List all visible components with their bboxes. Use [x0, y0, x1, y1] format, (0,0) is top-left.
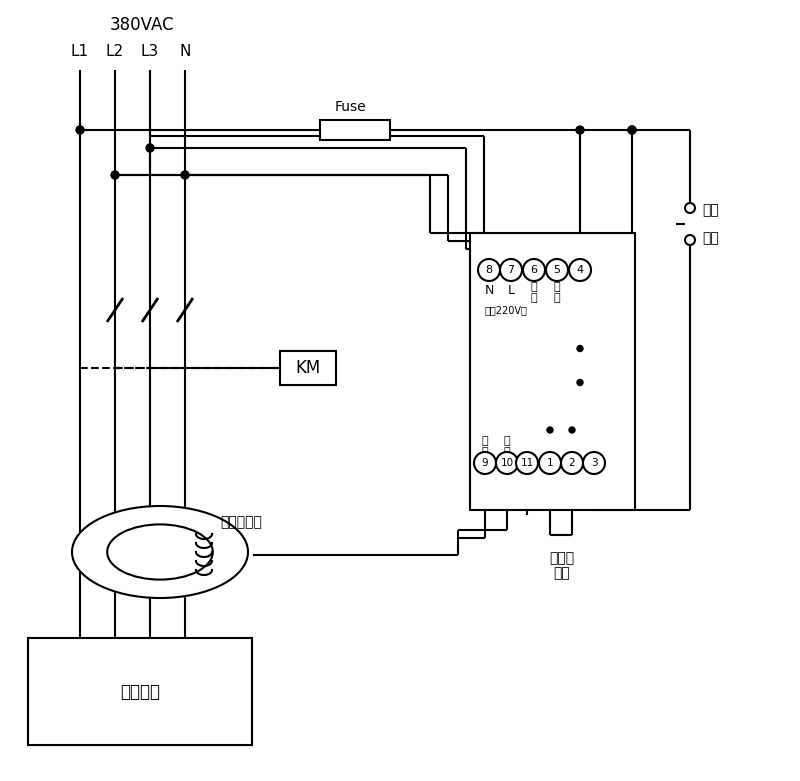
Circle shape	[685, 235, 695, 245]
Text: 試: 試	[554, 282, 560, 292]
Text: L2: L2	[106, 45, 124, 59]
Text: 零序互感器: 零序互感器	[220, 515, 262, 529]
Text: 3: 3	[590, 458, 598, 468]
Text: 8: 8	[486, 265, 493, 275]
Text: N: N	[484, 284, 494, 297]
Text: 開關: 開關	[702, 231, 718, 245]
Circle shape	[546, 259, 568, 281]
Circle shape	[628, 126, 636, 134]
Circle shape	[523, 259, 545, 281]
Ellipse shape	[107, 524, 213, 580]
Text: L3: L3	[141, 45, 159, 59]
Circle shape	[500, 259, 522, 281]
Text: 信: 信	[482, 436, 488, 446]
Text: Fuse: Fuse	[334, 100, 366, 114]
Circle shape	[111, 171, 119, 179]
Text: 電源220V～: 電源220V～	[485, 305, 528, 315]
Circle shape	[577, 380, 583, 386]
Text: 號: 號	[482, 447, 488, 457]
Ellipse shape	[72, 506, 248, 598]
Text: 2: 2	[569, 458, 575, 468]
Bar	[28, 638, 252, 745]
Circle shape	[474, 452, 496, 474]
Circle shape	[547, 427, 553, 433]
Text: 11: 11	[520, 458, 534, 468]
Text: 9: 9	[482, 458, 488, 468]
Text: 自鎖: 自鎖	[702, 203, 718, 217]
Circle shape	[561, 452, 583, 474]
Text: 試: 試	[530, 282, 538, 292]
Text: 信: 信	[504, 436, 510, 446]
Circle shape	[685, 203, 695, 213]
Circle shape	[576, 126, 584, 134]
Circle shape	[478, 259, 500, 281]
Circle shape	[516, 452, 538, 474]
Text: N: N	[179, 45, 190, 59]
Text: 5: 5	[554, 265, 561, 275]
Bar	[320, 120, 390, 140]
Text: L1: L1	[71, 45, 89, 59]
Bar	[470, 233, 635, 510]
Circle shape	[496, 452, 518, 474]
Text: 驗: 驗	[554, 293, 560, 303]
Text: 號: 號	[504, 447, 510, 457]
Circle shape	[146, 144, 154, 152]
Text: 4: 4	[577, 265, 583, 275]
Circle shape	[628, 126, 636, 134]
Text: KM: KM	[295, 359, 321, 377]
Text: 用戶設備: 用戶設備	[120, 683, 160, 701]
Text: 1: 1	[546, 458, 554, 468]
Text: 報警: 報警	[554, 566, 570, 580]
Text: 7: 7	[507, 265, 514, 275]
Text: 10: 10	[501, 458, 514, 468]
Text: 380VAC: 380VAC	[110, 16, 174, 34]
Circle shape	[539, 452, 561, 474]
Circle shape	[583, 452, 605, 474]
Text: L: L	[507, 284, 514, 297]
Circle shape	[577, 345, 583, 351]
Text: 驗: 驗	[530, 293, 538, 303]
Bar	[280, 351, 336, 385]
Circle shape	[76, 126, 84, 134]
Circle shape	[569, 259, 591, 281]
Circle shape	[181, 171, 189, 179]
Text: 接聲光: 接聲光	[550, 551, 574, 565]
Circle shape	[569, 427, 575, 433]
Text: 6: 6	[530, 265, 538, 275]
